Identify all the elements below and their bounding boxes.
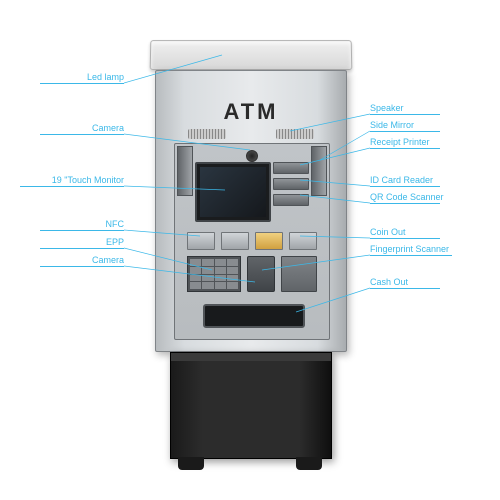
label-nfc: NFC — [106, 220, 125, 229]
label-speaker: Speaker — [370, 104, 404, 113]
underline-epp — [40, 248, 124, 249]
label-coin: Coin Out — [370, 228, 406, 237]
label-id_card: ID Card Reader — [370, 176, 433, 185]
label-camera_top: Camera — [92, 124, 124, 133]
underline-led_lamp — [40, 83, 124, 84]
fingerprint-scanner — [247, 256, 275, 292]
label-cash: Cash Out — [370, 278, 408, 287]
epp-keypad — [187, 256, 241, 292]
camera-top — [246, 150, 258, 162]
underline-receipt — [370, 148, 440, 149]
speaker-row — [156, 129, 346, 139]
underline-speaker — [370, 114, 440, 115]
underline-qr — [370, 203, 440, 204]
underline-monitor — [20, 186, 124, 187]
foot-left — [178, 457, 204, 470]
underline-nfc — [40, 230, 124, 231]
side-mirror-right — [311, 146, 327, 196]
speaker-right — [276, 129, 314, 139]
underline-camera_top — [40, 134, 124, 135]
atm-upper-body: ATM — [155, 70, 347, 352]
right-module-stack — [273, 162, 309, 206]
underline-camera_low — [40, 266, 124, 267]
receipt-printer-slot — [273, 162, 309, 174]
label-side_mirror: Side Mirror — [370, 121, 414, 130]
nfc-module — [187, 232, 215, 250]
underline-coin — [370, 238, 440, 239]
module-4 — [289, 232, 317, 250]
nfc-row — [187, 232, 317, 250]
underline-side_mirror — [370, 131, 440, 132]
speaker-left — [188, 129, 226, 139]
label-led_lamp: Led lamp — [87, 73, 124, 82]
atm-lower-body — [170, 352, 332, 459]
label-monitor: 19 "Touch Monitor — [52, 176, 124, 185]
underline-cash — [370, 288, 440, 289]
atm-feet — [170, 457, 330, 470]
label-receipt: Receipt Printer — [370, 138, 430, 147]
id-card-reader-slot — [273, 178, 309, 190]
module-2 — [221, 232, 249, 250]
label-fingerprint: Fingerprint Scanner — [370, 245, 449, 254]
touch-monitor — [195, 162, 271, 222]
led-lamp — [150, 40, 353, 70]
keypad-row — [187, 256, 317, 292]
side-mirror-left — [177, 146, 193, 196]
face-panel — [174, 143, 330, 340]
qr-scanner-slot — [273, 194, 309, 206]
underline-id_card — [370, 186, 440, 187]
atm-title: ATM — [156, 99, 346, 125]
coin-out-module — [255, 232, 283, 250]
cash-out-slot — [203, 304, 305, 328]
label-epp: EPP — [106, 238, 124, 247]
label-camera_low: Camera — [92, 256, 124, 265]
camera-low — [281, 256, 317, 292]
foot-right — [296, 457, 322, 470]
underline-fingerprint — [370, 255, 452, 256]
label-qr: QR Code Scanner — [370, 193, 444, 202]
atm-diagram: ATM — [155, 40, 345, 470]
